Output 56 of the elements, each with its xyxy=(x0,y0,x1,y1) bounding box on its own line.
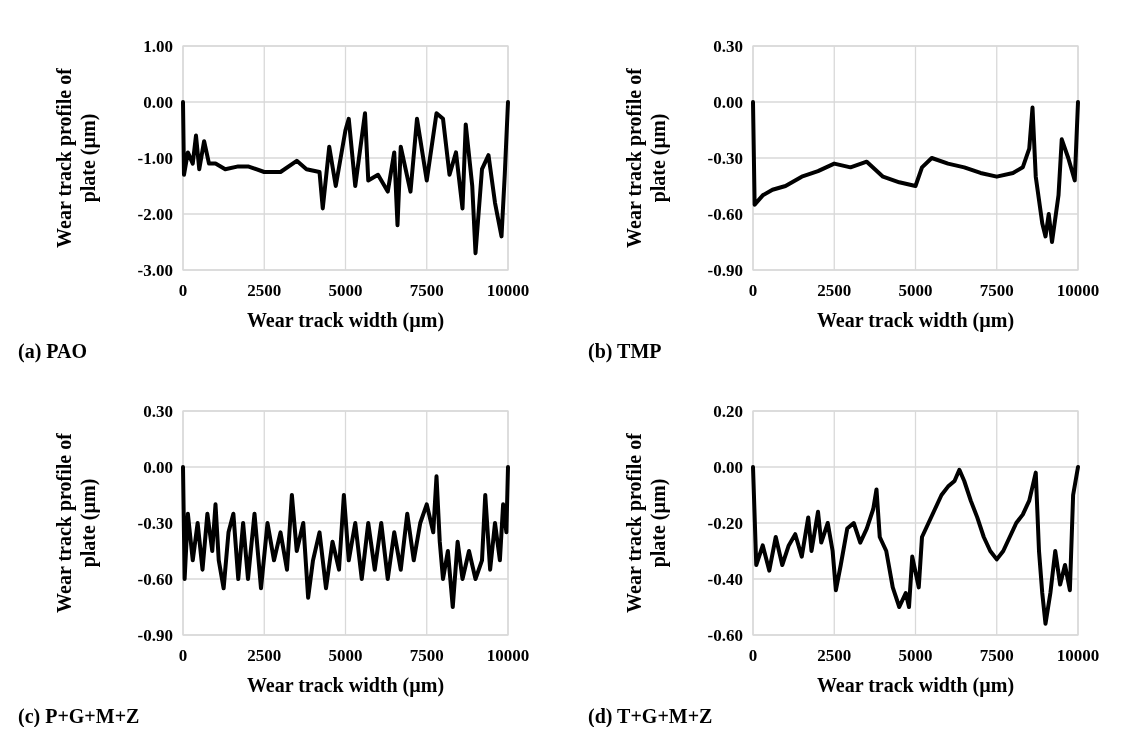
x-tick-label: 2500 xyxy=(817,646,852,665)
x-tick-label: 0 xyxy=(178,281,188,300)
y-tick-label: 0.30 xyxy=(143,401,173,421)
x-tick-label: 5000 xyxy=(328,281,363,300)
y-tick-label: -0.20 xyxy=(707,513,743,533)
x-axis-title: Wear track width (µm) xyxy=(246,309,445,332)
y-tick-label: -0.60 xyxy=(707,625,743,645)
x-tick-label: 2500 xyxy=(247,646,282,665)
y-tick-label: 0.00 xyxy=(143,92,173,112)
y-axis-title: Wear track profile of plate (µm) xyxy=(53,432,100,613)
x-tick-label: 7500 xyxy=(979,646,1014,665)
y-tick-label: -2.00 xyxy=(137,204,173,224)
x-tick-label: 2500 xyxy=(817,281,852,300)
y-tick-label: -0.30 xyxy=(137,513,173,533)
text: (a) PAO xyxy=(18,340,88,363)
line-series xyxy=(751,465,1080,626)
x-tick-label: 2500 xyxy=(247,281,282,300)
x-axis-title: Wear track width (µm) xyxy=(246,674,445,697)
x-tick-label: 10000 xyxy=(486,281,530,300)
y-tick-label: -0.40 xyxy=(707,569,743,589)
text: (c) P+G+M+Z xyxy=(18,705,140,728)
x-tick-label: 5000 xyxy=(898,646,933,665)
x-tick-label: 0 xyxy=(748,646,758,665)
x-tick-label: 10000 xyxy=(486,646,530,665)
y-tick-label: 0.00 xyxy=(713,457,743,477)
x-axis-title: Wear track width (µm) xyxy=(816,674,1015,697)
line-series xyxy=(181,100,510,256)
y-tick-label: 0.20 xyxy=(713,401,743,421)
y-tick-label: -3.00 xyxy=(137,260,173,280)
x-tick-label: 0 xyxy=(748,281,758,300)
y-tick-label: -0.60 xyxy=(137,569,173,589)
x-tick-label: 7500 xyxy=(409,281,444,300)
x-tick-label: 10000 xyxy=(1056,646,1100,665)
y-tick-label: -0.30 xyxy=(707,148,743,168)
line-series xyxy=(181,465,510,609)
y-tick-label: -1.00 xyxy=(137,148,173,168)
y-axis-title: Wear track profile of plate (µm) xyxy=(623,67,670,248)
y-tick-label: 0.00 xyxy=(143,457,173,477)
y-tick-label: -0.90 xyxy=(137,625,173,645)
x-tick-label: 7500 xyxy=(409,646,444,665)
y-axis-title: Wear track profile of plate (µm) xyxy=(623,432,670,613)
x-tick-label: 5000 xyxy=(898,281,933,300)
y-tick-label: -0.60 xyxy=(707,204,743,224)
x-tick-label: 5000 xyxy=(328,646,363,665)
y-tick-label: 1.00 xyxy=(143,36,173,56)
x-tick-label: 0 xyxy=(178,646,188,665)
x-axis-title: Wear track width (µm) xyxy=(816,309,1015,332)
text: (d) T+G+M+Z xyxy=(588,705,713,728)
y-tick-label: -0.90 xyxy=(707,260,743,280)
line-series xyxy=(751,100,1080,244)
y-tick-label: 0.00 xyxy=(713,92,743,112)
y-tick-label: 0.30 xyxy=(713,36,743,56)
text: (b) TMP xyxy=(588,340,662,363)
x-tick-label: 7500 xyxy=(979,281,1014,300)
y-axis-title: Wear track profile of plate (µm) xyxy=(53,67,100,248)
x-tick-label: 10000 xyxy=(1056,281,1100,300)
